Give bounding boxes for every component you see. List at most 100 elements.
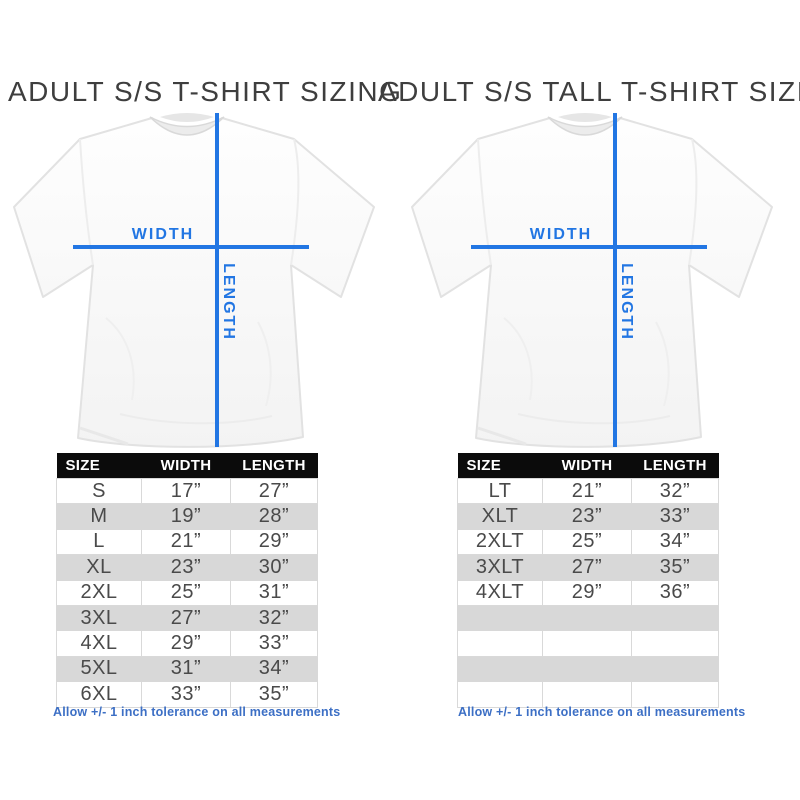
table-row: L 21” 29” — [56, 528, 318, 556]
table-row: 3XL 27” 32” — [56, 604, 318, 632]
tshirt-fold — [477, 426, 527, 446]
cell-length: 28” — [230, 503, 318, 530]
length-measure-line — [613, 113, 617, 447]
size-table-tall: SIZE WIDTH LENGTH LT 21” 32” XLT 23” 33” 2XL… — [457, 453, 719, 708]
cell-size — [457, 630, 543, 657]
header-size: SIZE — [457, 453, 543, 479]
table-row: XL 23” 30” — [56, 554, 318, 581]
width-measure-line — [73, 245, 309, 249]
collar-back — [160, 113, 214, 122]
tshirt-seam-left — [79, 138, 94, 266]
table-row: 2XL 25” 31” — [56, 579, 318, 606]
width-label: WIDTH — [530, 226, 592, 243]
header-width: WIDTH — [141, 453, 231, 479]
table-header-row: SIZE WIDTH LENGTH — [56, 453, 318, 479]
tshirt-fold — [79, 426, 129, 446]
cell-length: 34” — [631, 528, 719, 556]
cell-length: 34” — [230, 655, 318, 683]
cell-size — [457, 604, 543, 632]
collar-back — [558, 113, 612, 122]
width-measure-line — [471, 245, 707, 249]
tshirt-wrinkle — [105, 317, 135, 401]
cell-width: 25” — [141, 579, 231, 606]
cell-length: 27” — [230, 477, 318, 505]
cell-length — [631, 604, 719, 632]
cell-size: 3XL — [56, 604, 142, 632]
tshirt-hem-wrinkle — [517, 413, 671, 425]
panel-left-title: ADULT S/S T-SHIRT SIZING — [8, 76, 403, 107]
table-row-empty — [457, 681, 719, 708]
width-label: WIDTH — [132, 226, 194, 243]
table-header-row: SIZE WIDTH LENGTH — [457, 453, 719, 479]
tshirt-body — [411, 117, 773, 448]
cell-size: L — [56, 528, 142, 556]
header-length: LENGTH — [230, 453, 318, 479]
table-row: M 19” 28” — [56, 503, 318, 530]
table-row-empty — [457, 655, 719, 683]
cell-width: 21” — [141, 528, 231, 556]
cell-size: 5XL — [56, 655, 142, 683]
size-table-regular: SIZE WIDTH LENGTH S 17” 27” M 19” 28” L 21” 29… — [56, 453, 318, 708]
tshirt-diagram-right: WIDTH LENGTH — [411, 113, 773, 448]
header-length: LENGTH — [631, 453, 719, 479]
cell-length — [631, 681, 719, 708]
table-row: XLT 23” 33” — [457, 503, 719, 530]
cell-size: S — [56, 477, 142, 505]
table-row: 6XL 33” 35” — [56, 681, 318, 708]
tshirt-seam-right — [688, 138, 698, 266]
tolerance-note: Allow +/- 1 inch tolerance on all measur… — [458, 705, 746, 719]
table-row-empty — [457, 630, 719, 657]
tshirt-wrinkle — [503, 317, 533, 401]
table-row: 4XL 29” 33” — [56, 630, 318, 657]
cell-length — [631, 630, 719, 657]
cell-size: LT — [457, 477, 543, 505]
length-label: LENGTH — [618, 263, 635, 341]
cell-width: 23” — [141, 554, 231, 581]
cell-width — [542, 681, 632, 708]
cell-size: 2XL — [56, 579, 142, 606]
table-row: 2XLT 25” 34” — [457, 528, 719, 556]
cell-length — [631, 655, 719, 683]
table-row: LT 21” 32” — [457, 477, 719, 505]
cell-size: XLT — [457, 503, 543, 530]
table-row: 4XLT 29” 36” — [457, 579, 719, 606]
cell-size: 3XLT — [457, 554, 543, 581]
cell-width: 27” — [141, 604, 231, 632]
cell-length: 35” — [631, 554, 719, 581]
cell-width — [542, 655, 632, 683]
length-measure-line — [215, 113, 219, 447]
cell-width — [542, 630, 632, 657]
cell-width: 17” — [141, 477, 231, 505]
cell-width: 21” — [542, 477, 632, 505]
tshirt-diagram-left: WIDTH LENGTH — [13, 113, 375, 448]
cell-width: 29” — [141, 630, 231, 657]
cell-width: 27” — [542, 554, 632, 581]
cell-size: XL — [56, 554, 142, 581]
cell-size: 2XLT — [457, 528, 543, 556]
table-row-empty — [457, 604, 719, 632]
tshirt-body — [13, 117, 375, 448]
cell-length: 30” — [230, 554, 318, 581]
cell-size: M — [56, 503, 142, 530]
header-width: WIDTH — [542, 453, 632, 479]
cell-width: 33” — [141, 681, 231, 708]
cell-length: 33” — [230, 630, 318, 657]
cell-width — [542, 604, 632, 632]
cell-width: 19” — [141, 503, 231, 530]
cell-length: 33” — [631, 503, 719, 530]
table-row: 5XL 31” 34” — [56, 655, 318, 683]
length-label: LENGTH — [220, 263, 237, 341]
cell-size: 4XL — [56, 630, 142, 657]
tshirt-wrinkle — [257, 321, 272, 407]
cell-width: 23” — [542, 503, 632, 530]
collar — [547, 116, 623, 136]
tshirt-hem-wrinkle — [119, 413, 273, 425]
cell-length: 31” — [230, 579, 318, 606]
tshirt-seam-left — [477, 138, 492, 266]
cell-size — [457, 681, 543, 708]
collar — [149, 116, 225, 136]
tolerance-note: Allow +/- 1 inch tolerance on all measur… — [53, 705, 341, 719]
cell-length: 36” — [631, 579, 719, 606]
tshirt-seam-right — [290, 138, 300, 266]
cell-length: 35” — [230, 681, 318, 708]
